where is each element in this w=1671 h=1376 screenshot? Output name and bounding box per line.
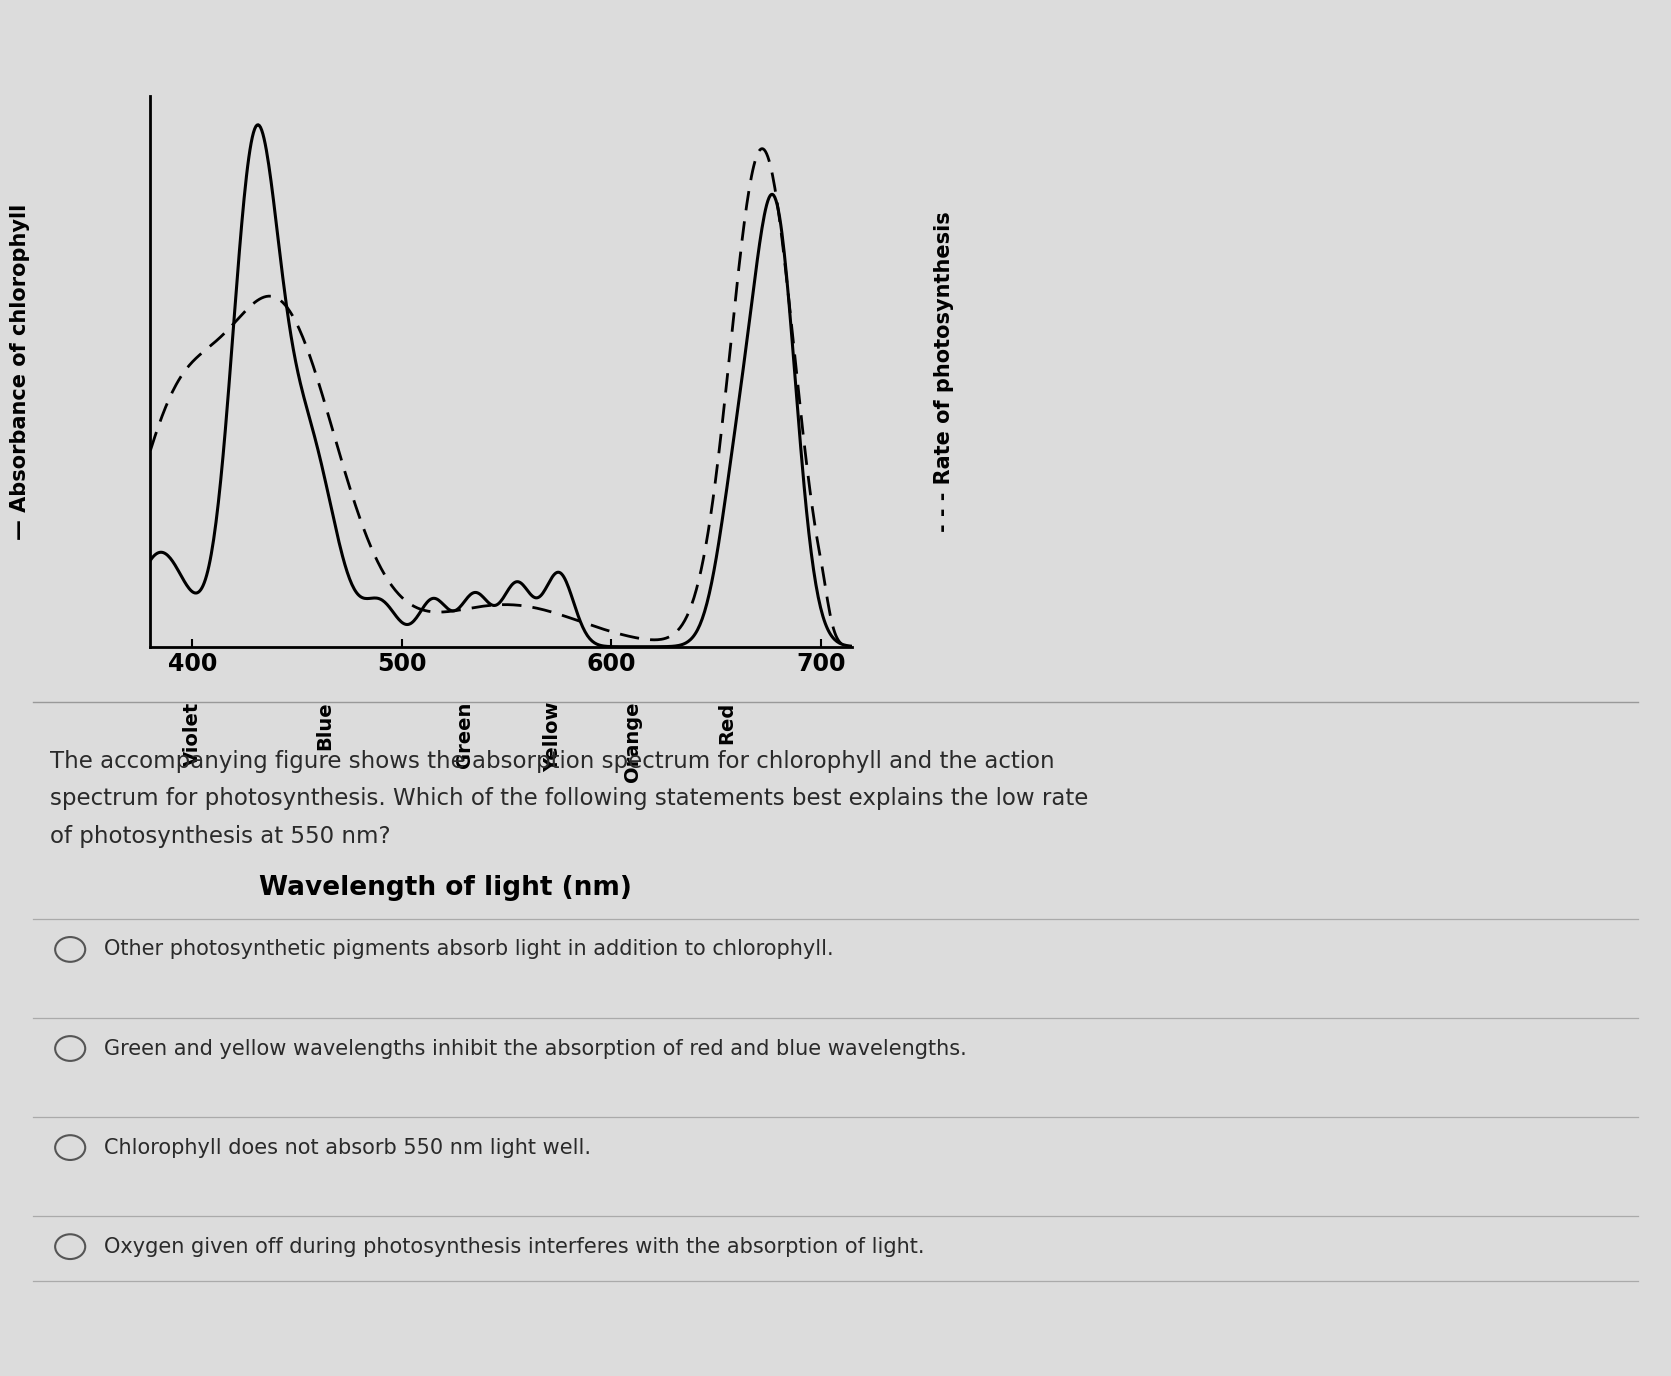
Text: Green and yellow wavelengths inhibit the absorption of red and blue wavelengths.: Green and yellow wavelengths inhibit the… [104,1039,966,1058]
Text: Green: Green [455,702,475,768]
Text: Wavelength of light (nm): Wavelength of light (nm) [259,875,632,900]
Text: Orange: Orange [623,702,642,783]
Text: Oxygen given off during photosynthesis interferes with the absorption of light.: Oxygen given off during photosynthesis i… [104,1237,924,1256]
Text: Blue: Blue [314,702,334,750]
Text: — Absorbance of chlorophyll: — Absorbance of chlorophyll [10,204,30,539]
Text: - - - Rate of photosynthesis: - - - Rate of photosynthesis [934,211,954,533]
Text: Violet: Violet [182,702,202,766]
Text: Chlorophyll does not absorb 550 nm light well.: Chlorophyll does not absorb 550 nm light… [104,1138,590,1157]
Text: The accompanying figure shows the absorption spectrum for chlorophyll and the ac: The accompanying figure shows the absorp… [50,750,1088,848]
Text: Yellow: Yellow [543,702,561,772]
Text: Red: Red [717,702,735,744]
Text: Other photosynthetic pigments absorb light in addition to chlorophyll.: Other photosynthetic pigments absorb lig… [104,940,834,959]
